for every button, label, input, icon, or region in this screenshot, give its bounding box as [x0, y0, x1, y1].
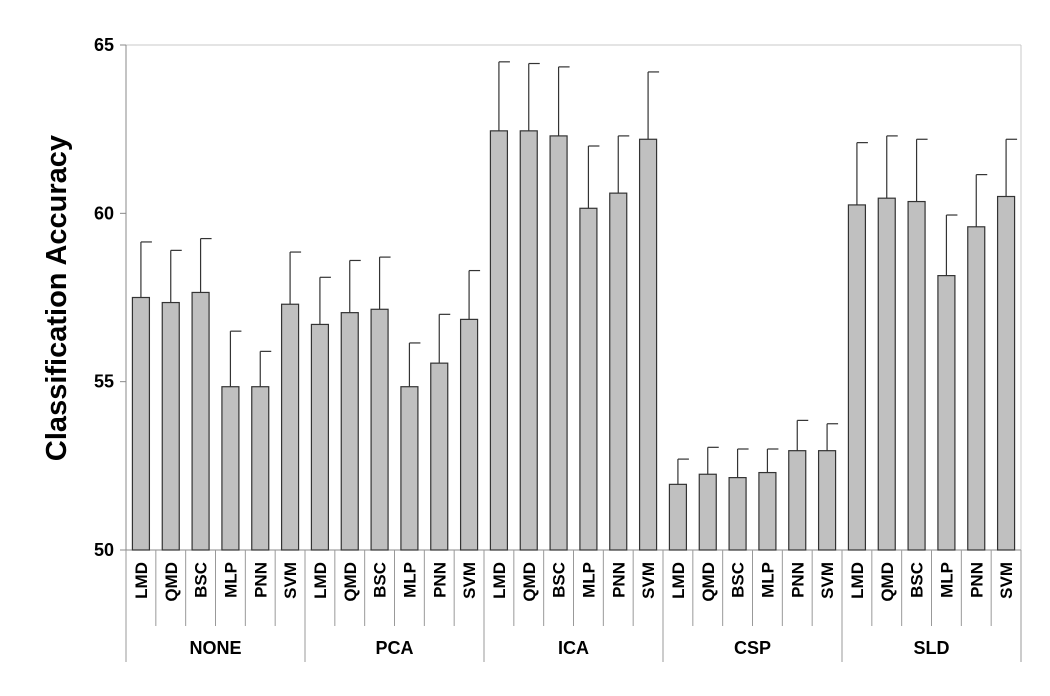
category-label: QMD — [162, 562, 181, 602]
category-label: BSC — [908, 562, 927, 598]
category-label: LMD — [132, 562, 151, 599]
axes — [120, 44, 1022, 662]
category-label: BSC — [192, 562, 211, 598]
group-label: SLD — [914, 638, 950, 658]
category-label: SVM — [997, 562, 1016, 599]
bar — [489, 130, 509, 551]
bar — [638, 138, 658, 551]
y-tick-label: 60 — [94, 203, 114, 223]
bar — [609, 192, 628, 551]
category-label: BSC — [550, 562, 569, 598]
category-label: LMD — [848, 562, 867, 599]
bar — [191, 291, 210, 551]
bar — [907, 200, 926, 551]
category-label: SVM — [281, 562, 300, 599]
category-label: QMD — [341, 562, 360, 602]
category-label: MLP — [400, 562, 419, 598]
bar — [310, 323, 330, 551]
group-label: ICA — [558, 638, 589, 658]
category-label: MLP — [937, 562, 956, 598]
category-label: QMD — [520, 562, 539, 602]
bar — [728, 477, 747, 551]
category-label: PNN — [788, 562, 807, 598]
category-label: MLP — [221, 562, 240, 598]
category-label: SVM — [460, 562, 479, 599]
bars — [131, 61, 1018, 551]
y-tick-label: 55 — [94, 372, 114, 392]
category-label: BSC — [371, 562, 390, 598]
bar — [788, 450, 807, 551]
category-label: QMD — [878, 562, 897, 602]
category-label: PNN — [430, 562, 449, 598]
bar — [579, 207, 598, 551]
category-label: MLP — [579, 562, 598, 598]
labels: 50 55 60 65 LMD QMD BSC MLP PNN SVM NONE LMD QMD BSC M… — [94, 35, 1016, 658]
bar — [937, 275, 956, 551]
bar — [698, 473, 717, 551]
bar — [161, 301, 180, 551]
category-label: LMD — [669, 562, 688, 599]
bar — [668, 483, 688, 551]
category-label: BSC — [729, 562, 748, 598]
y-tick-label: 65 — [94, 35, 114, 55]
group-label: NONE — [189, 638, 241, 658]
bar — [996, 195, 1016, 551]
category-label: SVM — [818, 562, 837, 599]
bar — [817, 450, 837, 551]
bar — [280, 303, 300, 551]
category-label: PNN — [967, 562, 986, 598]
category-label: LMD — [311, 562, 330, 599]
bar — [459, 318, 479, 551]
bar — [430, 362, 449, 551]
y-tick-label: 50 — [94, 540, 114, 560]
category-label: SVM — [639, 562, 658, 599]
y-axis-title: Classification Accuracy — [41, 135, 73, 461]
bar — [847, 204, 867, 551]
bar — [758, 471, 777, 551]
bar — [370, 308, 389, 551]
bar — [519, 130, 538, 551]
group-label: CSP — [734, 638, 771, 658]
bar — [340, 312, 359, 551]
category-label: MLP — [758, 562, 777, 598]
category-label: QMD — [699, 562, 718, 602]
bar — [251, 386, 270, 551]
category-label: PNN — [609, 562, 628, 598]
bar — [400, 386, 419, 551]
bar — [221, 386, 240, 551]
bar — [967, 226, 986, 551]
bar — [877, 197, 896, 551]
bar — [549, 135, 568, 551]
group-label: PCA — [375, 638, 413, 658]
bar — [131, 296, 151, 551]
category-label: PNN — [251, 562, 270, 598]
category-label: LMD — [490, 562, 509, 599]
